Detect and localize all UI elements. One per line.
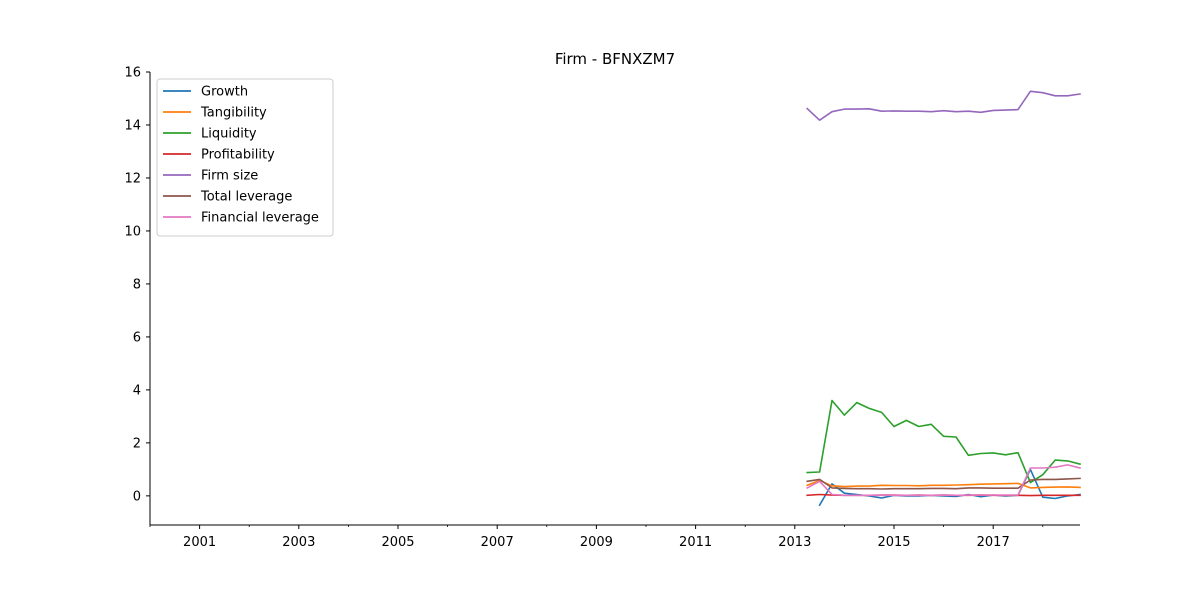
- series-line-firm-size: [806, 90, 1081, 121]
- y-tick-label: 4: [133, 383, 141, 398]
- legend-box: [156, 78, 334, 237]
- y-tick-label: 2: [133, 436, 141, 451]
- y-tick-label: 14: [124, 118, 141, 133]
- series-line-financial-leverage: [806, 464, 1081, 497]
- series-line-total-leverage: [806, 477, 1081, 490]
- x-tick-label: 2007: [481, 535, 514, 550]
- y-tick-label: 12: [124, 171, 141, 186]
- x-tick-label: 2005: [381, 535, 414, 550]
- legend-label-growth: Growth: [201, 85, 248, 100]
- y-tick-label: 0: [133, 489, 141, 504]
- y-tick-label: 16: [124, 66, 141, 81]
- series-line-tangibility: [806, 479, 1081, 489]
- x-tick-label: 2003: [282, 535, 315, 550]
- x-tick-label: 2017: [977, 535, 1010, 550]
- legend: Growth Tangibility Liquidity Profitability F…: [156, 78, 334, 237]
- x-tick-label: 2009: [580, 535, 613, 550]
- y-tick-label: 10: [124, 224, 141, 239]
- legend-label-tangibility: Tangibility: [200, 106, 267, 121]
- legend-label-firm-size: Firm size: [201, 169, 258, 184]
- y-tick-label: 6: [133, 330, 141, 345]
- legend-label-financial-leverage: Financial leverage: [201, 211, 319, 226]
- x-tick-label: 2011: [679, 535, 712, 550]
- x-tick-label: 2013: [778, 535, 811, 550]
- x-tick-label: 2001: [183, 535, 216, 550]
- legend-label-profitability: Profitability: [201, 148, 275, 163]
- legend-label-total-leverage: Total leverage: [200, 190, 292, 205]
- axes: 0 2 4 6 8 10 12 14 16 2001 2003 2005 2007 2009 2011 201…: [124, 66, 1080, 550]
- x-tick-label: 2015: [877, 535, 910, 550]
- y-tick-label: 8: [133, 277, 141, 292]
- chart-title: Firm - BFNXZM7: [555, 50, 675, 68]
- plot-area: [806, 90, 1081, 507]
- legend-label-liquidity: Liquidity: [201, 127, 257, 142]
